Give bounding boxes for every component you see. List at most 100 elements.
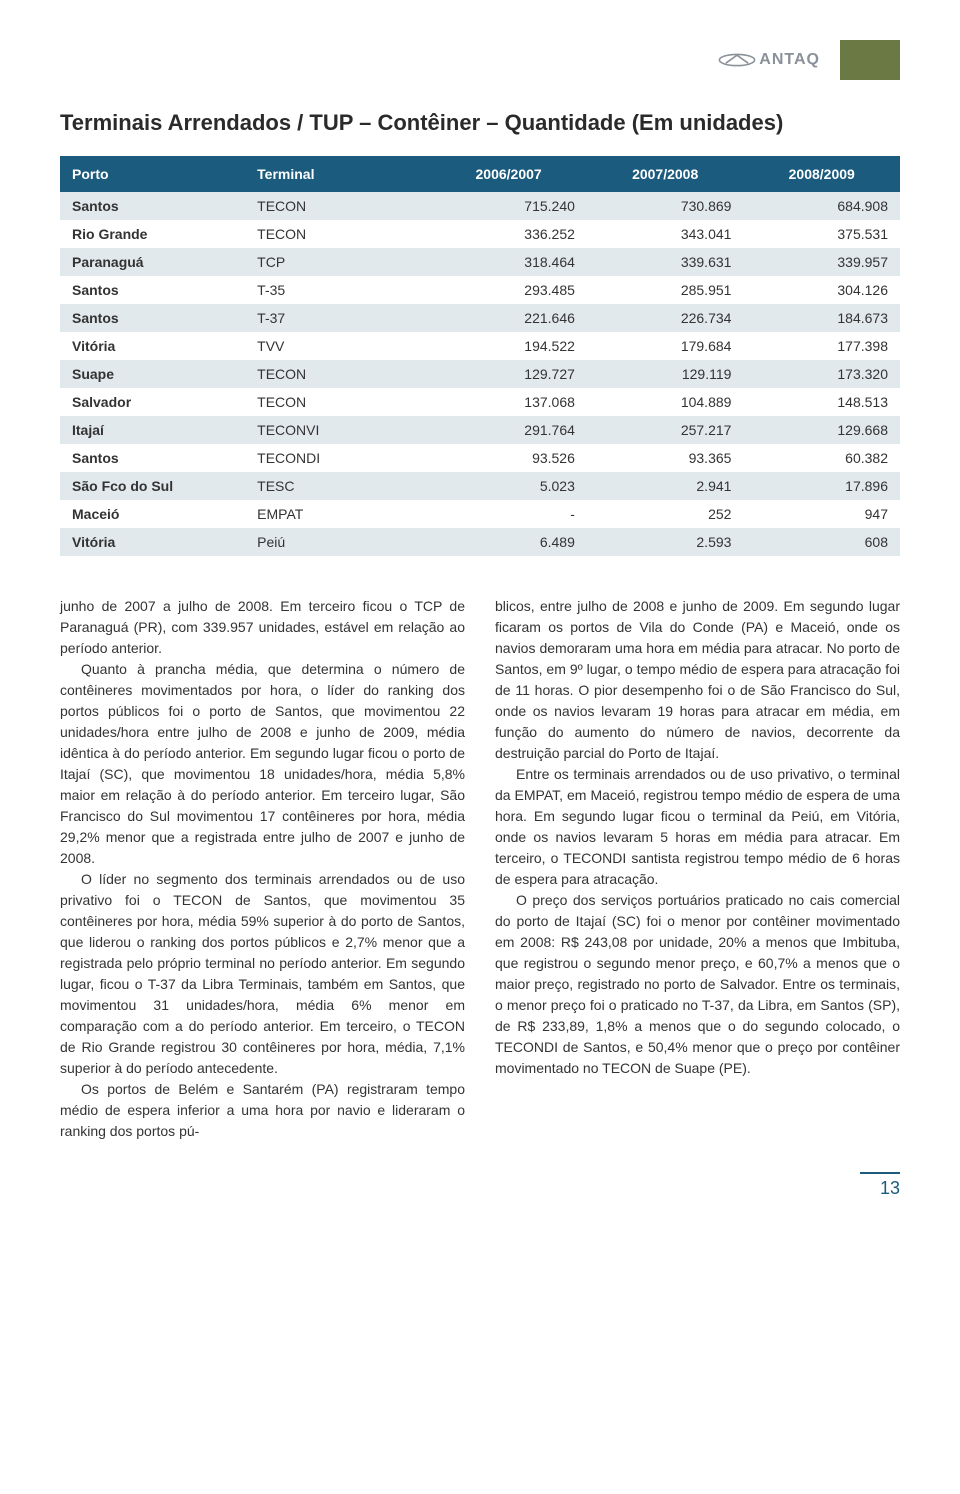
table-cell: 6.489 xyxy=(430,528,587,556)
paragraph: Entre os terminais arrendados ou de uso … xyxy=(495,764,900,890)
table-cell: 339.631 xyxy=(587,248,744,276)
table-cell: 339.957 xyxy=(743,248,900,276)
table-cell: 226.734 xyxy=(587,304,744,332)
table-row: SantosT-35293.485285.951304.126 xyxy=(60,276,900,304)
table-cell: 304.126 xyxy=(743,276,900,304)
table-cell: 104.889 xyxy=(587,388,744,416)
page-title: Terminais Arrendados / TUP – Contêiner –… xyxy=(60,110,900,136)
table-cell: TESC xyxy=(245,472,430,500)
logo-text: ANTAQ xyxy=(759,51,820,69)
table-cell: 60.382 xyxy=(743,444,900,472)
text-column-right: blicos, entre julho de 2008 e junho de 2… xyxy=(495,596,900,1142)
paragraph: O líder no segmento dos terminais arrend… xyxy=(60,869,465,1079)
table-cell: 730.869 xyxy=(587,192,744,220)
side-accent xyxy=(840,40,900,80)
logo: ANTAQ xyxy=(717,51,820,69)
paragraph: blicos, entre julho de 2008 e junho de 2… xyxy=(495,596,900,764)
table-cell: TECON xyxy=(245,360,430,388)
table-cell: Rio Grande xyxy=(60,220,245,248)
table-row: VitóriaPeiú6.4892.593608 xyxy=(60,528,900,556)
paragraph: junho de 2007 a julho de 2008. Em tercei… xyxy=(60,596,465,659)
table-cell: São Fco do Sul xyxy=(60,472,245,500)
table-cell: Paranaguá xyxy=(60,248,245,276)
table-cell: T-35 xyxy=(245,276,430,304)
table-cell: 17.896 xyxy=(743,472,900,500)
table-cell: Santos xyxy=(60,192,245,220)
table-cell: TECON xyxy=(245,192,430,220)
table-cell: Santos xyxy=(60,444,245,472)
col-header: Porto xyxy=(60,156,245,192)
col-header: 2008/2009 xyxy=(743,156,900,192)
table-cell: 184.673 xyxy=(743,304,900,332)
table-row: SuapeTECON129.727129.119173.320 xyxy=(60,360,900,388)
table-row: SantosT-37221.646226.734184.673 xyxy=(60,304,900,332)
table-cell: 257.217 xyxy=(587,416,744,444)
table-row: SantosTECONDI93.52693.36560.382 xyxy=(60,444,900,472)
logo-icon xyxy=(717,52,757,68)
table-cell: 148.513 xyxy=(743,388,900,416)
table-cell: 177.398 xyxy=(743,332,900,360)
table-cell: - xyxy=(430,500,587,528)
table-row: ItajaíTECONVI291.764257.217129.668 xyxy=(60,416,900,444)
table-cell: TECON xyxy=(245,388,430,416)
table-cell: 221.646 xyxy=(430,304,587,332)
table-cell: 318.464 xyxy=(430,248,587,276)
table-cell: 93.526 xyxy=(430,444,587,472)
table-cell: Salvador xyxy=(60,388,245,416)
table-cell: Santos xyxy=(60,304,245,332)
paragraph: Quanto à prancha média, que determina o … xyxy=(60,659,465,869)
table-cell: 5.023 xyxy=(430,472,587,500)
table-cell: 293.485 xyxy=(430,276,587,304)
table-cell: 129.668 xyxy=(743,416,900,444)
table-cell: T-37 xyxy=(245,304,430,332)
table-row: Rio GrandeTECON336.252343.041375.531 xyxy=(60,220,900,248)
page-number: 13 xyxy=(860,1172,900,1199)
table-cell: Peiú xyxy=(245,528,430,556)
table-cell: TECON xyxy=(245,220,430,248)
table-cell: 179.684 xyxy=(587,332,744,360)
col-header: 2006/2007 xyxy=(430,156,587,192)
header-bar: ANTAQ xyxy=(60,40,900,80)
table-cell: EMPAT xyxy=(245,500,430,528)
table-cell: 715.240 xyxy=(430,192,587,220)
table-cell: 285.951 xyxy=(587,276,744,304)
table-cell: Itajaí xyxy=(60,416,245,444)
table-cell: TCP xyxy=(245,248,430,276)
table-row: MaceióEMPAT-252947 xyxy=(60,500,900,528)
paragraph: O preço dos serviços portuários praticad… xyxy=(495,890,900,1079)
table-cell: TVV xyxy=(245,332,430,360)
table-row: São Fco do SulTESC5.0232.94117.896 xyxy=(60,472,900,500)
table-cell: Maceió xyxy=(60,500,245,528)
table-cell: 2.593 xyxy=(587,528,744,556)
table-cell: 129.727 xyxy=(430,360,587,388)
table-cell: Vitória xyxy=(60,332,245,360)
data-table: Porto Terminal 2006/2007 2007/2008 2008/… xyxy=(60,156,900,556)
body-text: junho de 2007 a julho de 2008. Em tercei… xyxy=(60,596,900,1142)
table-cell: 343.041 xyxy=(587,220,744,248)
paragraph: Os portos de Belém e Santarém (PA) regis… xyxy=(60,1079,465,1142)
table-cell: 375.531 xyxy=(743,220,900,248)
table-header-row: Porto Terminal 2006/2007 2007/2008 2008/… xyxy=(60,156,900,192)
col-header: 2007/2008 xyxy=(587,156,744,192)
table-row: SalvadorTECON137.068104.889148.513 xyxy=(60,388,900,416)
col-header: Terminal xyxy=(245,156,430,192)
table-cell: Suape xyxy=(60,360,245,388)
table-cell: Vitória xyxy=(60,528,245,556)
table-cell: 129.119 xyxy=(587,360,744,388)
table-cell: 291.764 xyxy=(430,416,587,444)
table-row: VitóriaTVV194.522179.684177.398 xyxy=(60,332,900,360)
table-row: SantosTECON715.240730.869684.908 xyxy=(60,192,900,220)
table-cell: 93.365 xyxy=(587,444,744,472)
text-column-left: junho de 2007 a julho de 2008. Em tercei… xyxy=(60,596,465,1142)
table-cell: 173.320 xyxy=(743,360,900,388)
table-cell: 137.068 xyxy=(430,388,587,416)
table-cell: 947 xyxy=(743,500,900,528)
table-cell: TECONDI xyxy=(245,444,430,472)
table-cell: 2.941 xyxy=(587,472,744,500)
table-cell: 336.252 xyxy=(430,220,587,248)
table-cell: 608 xyxy=(743,528,900,556)
table-row: ParanaguáTCP318.464339.631339.957 xyxy=(60,248,900,276)
table-cell: 684.908 xyxy=(743,192,900,220)
table-cell: 194.522 xyxy=(430,332,587,360)
table-cell: 252 xyxy=(587,500,744,528)
